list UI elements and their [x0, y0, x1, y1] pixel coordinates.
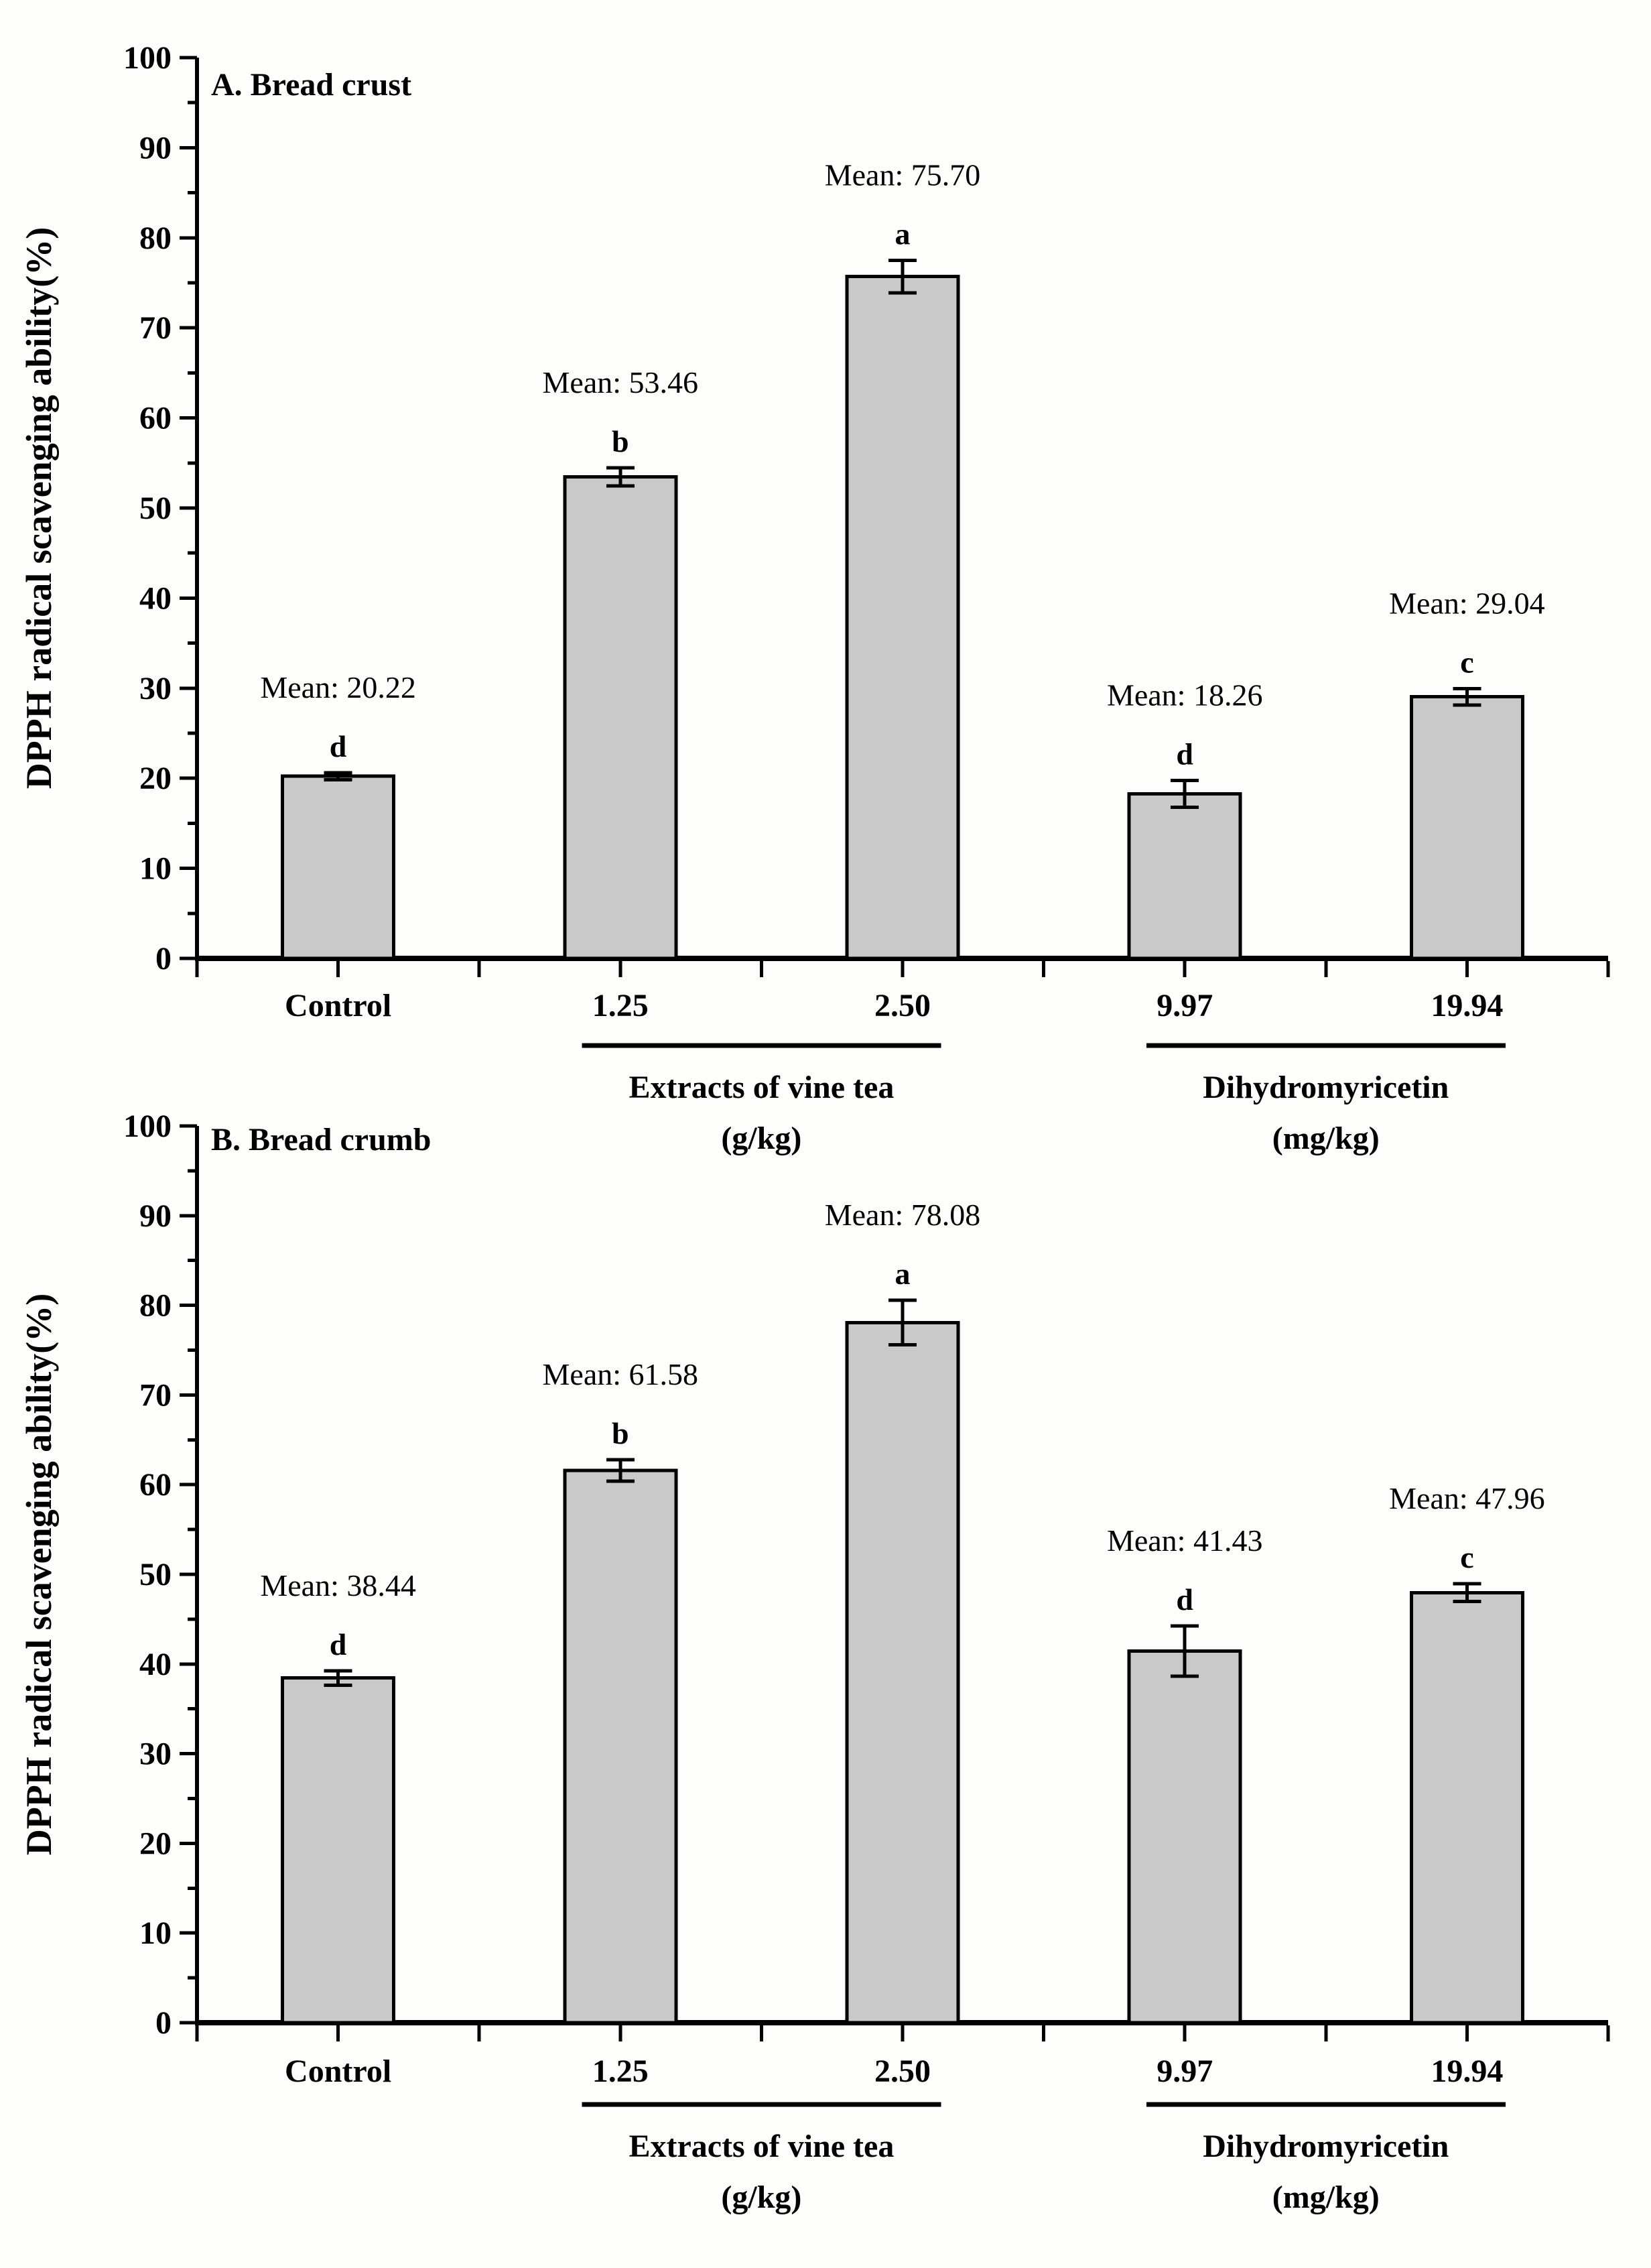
group-unit: (mg/kg)	[1272, 2180, 1380, 2215]
y-tick-label: 60	[139, 1467, 172, 1503]
y-tick-label: 80	[139, 1288, 172, 1324]
group-label: Extracts of vine tea	[629, 1070, 894, 1105]
mean-label: Mean: 41.43	[1107, 1523, 1263, 1558]
y-tick-label: 80	[139, 220, 172, 256]
group-label: Dihydromyricetin	[1203, 2129, 1449, 2164]
mean-label: Mean: 61.58	[543, 1357, 699, 1391]
y-tick-label: 50	[139, 1557, 172, 1592]
y-tick-label: 70	[139, 1377, 172, 1413]
bar-2-50	[845, 275, 960, 960]
y-tick-label: 10	[139, 851, 172, 887]
bar-control	[281, 1676, 396, 2025]
y-tick-label: 100	[123, 40, 172, 76]
mean-label: Mean: 20.22	[260, 670, 416, 704]
y-tick-label: 40	[139, 1647, 172, 1682]
sig-letter: a	[895, 216, 911, 251]
x-tick-label: 19.94	[1431, 2054, 1503, 2089]
mean-label: Mean: 75.70	[825, 158, 981, 192]
panel-b: 0 10 20 30 40 50 60 70 80 90 100 d Mean: 38.44 Contro…	[19, 1109, 1610, 2215]
x-tick-label: Control	[285, 2054, 391, 2089]
group-unit: (g/kg)	[721, 1121, 801, 1156]
bar-9-97	[1127, 792, 1242, 960]
group-unit: (mg/kg)	[1272, 1121, 1380, 1156]
y-tick-label: 40	[139, 580, 172, 616]
sig-letter: d	[330, 1627, 347, 1661]
x-tick-label: 9.97	[1157, 988, 1213, 1023]
bar-2-50	[845, 1320, 960, 2025]
bar-1-25	[563, 475, 678, 960]
y-tick-label: 100	[123, 1109, 172, 1144]
sig-letter: c	[1460, 645, 1473, 680]
y-axis-title: DPPH radical scavenging ability(%)	[19, 1294, 59, 1855]
bar-control	[281, 774, 396, 960]
y-tick-label: 0	[155, 941, 172, 976]
group-unit: (g/kg)	[721, 2180, 801, 2215]
y-tick-label: 70	[139, 310, 172, 346]
x-tick-label: 9.97	[1157, 2054, 1213, 2089]
y-tick-label: 90	[139, 130, 172, 166]
x-tick-label: Control	[285, 988, 391, 1023]
sig-letter: a	[895, 1257, 911, 1291]
x-tick-label: 1.25	[592, 988, 649, 1023]
x-tick-label: 19.94	[1431, 988, 1503, 1023]
y-tick-label: 20	[139, 1826, 172, 1861]
sig-letter: b	[612, 424, 629, 458]
group-label: Extracts of vine tea	[629, 2129, 894, 2164]
y-axis-title: DPPH radical scavenging ability(%)	[19, 227, 59, 789]
bar-19-94	[1409, 695, 1524, 960]
y-tick-label: 90	[139, 1198, 172, 1234]
bar-19-94	[1409, 1590, 1524, 2025]
y-tick-label: 50	[139, 491, 172, 526]
y-tick-label: 0	[155, 2005, 172, 2041]
panel-title: B. Bread crumb	[211, 1122, 431, 1157]
sig-letter: d	[1176, 737, 1193, 771]
mean-label: Mean: 18.26	[1107, 678, 1263, 712]
sig-letter: b	[612, 1416, 629, 1450]
mean-label: Mean: 47.96	[1389, 1481, 1545, 1515]
panel-title: A. Bread crust	[211, 67, 411, 103]
bar-1-25	[563, 1468, 678, 2025]
sig-letter: d	[1176, 1582, 1193, 1617]
mean-label: Mean: 53.46	[543, 365, 699, 399]
y-tick-label: 20	[139, 761, 172, 796]
x-tick-label: 2.50	[874, 988, 931, 1023]
x-tick-label: 2.50	[874, 2054, 931, 2089]
y-tick-label: 30	[139, 671, 172, 706]
sig-letter: c	[1460, 1540, 1473, 1574]
y-tick-label: 60	[139, 401, 172, 436]
y-tick-label: 10	[139, 1915, 172, 1951]
x-tick-label: 1.25	[592, 2054, 649, 2089]
mean-label: Mean: 38.44	[260, 1568, 416, 1602]
sig-letter: d	[330, 729, 347, 763]
mean-label: Mean: 29.04	[1389, 586, 1545, 621]
bar-9-97	[1127, 1649, 1242, 2025]
mean-label: Mean: 78.08	[825, 1198, 981, 1232]
group-label: Dihydromyricetin	[1203, 1070, 1449, 1105]
panel-a: 0 10 20 30 40 50 60 70 80 90 100 d Mean: 20.22 Contro…	[19, 40, 1610, 1156]
y-tick-label: 30	[139, 1737, 172, 1772]
